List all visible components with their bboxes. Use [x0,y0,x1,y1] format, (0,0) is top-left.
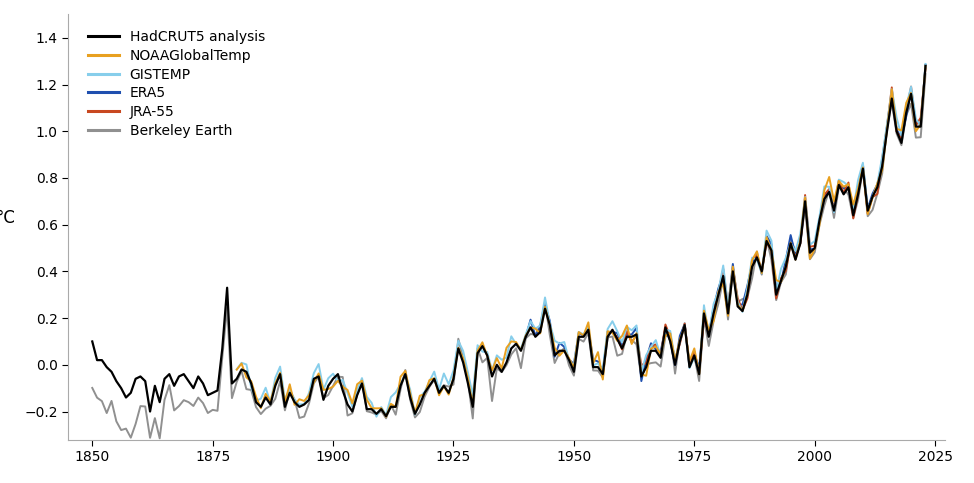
Legend: HadCRUT5 analysis, NOAAGlobalTemp, GISTEMP, ERA5, JRA-55, Berkeley Earth: HadCRUT5 analysis, NOAAGlobalTemp, GISTE… [84,26,269,142]
Y-axis label: °C: °C [0,209,15,227]
